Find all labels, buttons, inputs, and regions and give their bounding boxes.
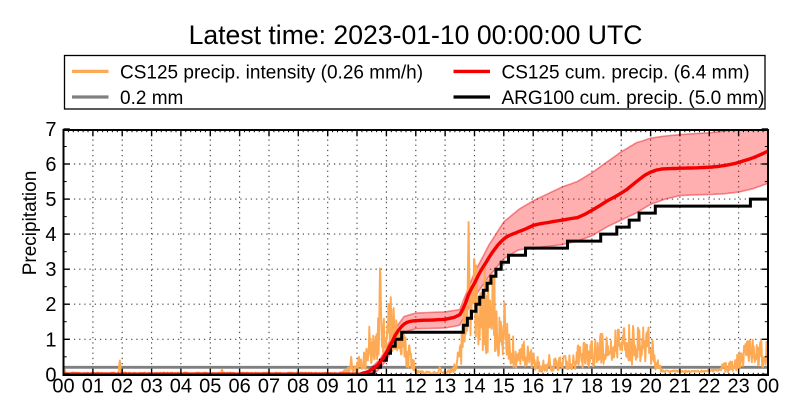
svg-text:2: 2 — [45, 294, 56, 316]
svg-text:17: 17 — [551, 376, 573, 398]
svg-text:23: 23 — [727, 376, 749, 398]
svg-text:09: 09 — [317, 376, 339, 398]
svg-text:12: 12 — [405, 376, 427, 398]
svg-text:18: 18 — [581, 376, 603, 398]
svg-text:6: 6 — [45, 154, 56, 176]
svg-text:1: 1 — [45, 329, 56, 351]
svg-text:00: 00 — [757, 376, 779, 398]
svg-text:15: 15 — [493, 376, 515, 398]
svg-text:13: 13 — [434, 376, 456, 398]
svg-text:11: 11 — [376, 376, 397, 398]
svg-text:00: 00 — [52, 376, 74, 398]
svg-text:4: 4 — [45, 224, 56, 246]
svg-text:04: 04 — [170, 376, 192, 398]
svg-text:16: 16 — [522, 376, 544, 398]
svg-text:07: 07 — [258, 376, 280, 398]
svg-text:02: 02 — [111, 376, 133, 398]
svg-text:10: 10 — [346, 376, 368, 398]
svg-text:Precipitation: Precipitation — [20, 171, 41, 276]
svg-text:ARG100 cum. precip. (5.0 mm): ARG100 cum. precip. (5.0 mm) — [502, 88, 765, 109]
svg-text:21: 21 — [669, 376, 691, 398]
svg-text:03: 03 — [140, 376, 162, 398]
svg-text:CS125 cum. precip. (6.4 mm): CS125 cum. precip. (6.4 mm) — [502, 62, 750, 83]
svg-text:7: 7 — [45, 119, 56, 141]
svg-text:01: 01 — [82, 376, 104, 398]
svg-text:Latest time: 2023-01-10 00:00:: Latest time: 2023-01-10 00:00:00 UTC — [189, 20, 643, 50]
svg-text:CS125 precip. intensity (0.26: CS125 precip. intensity (0.26 mm/h) — [120, 62, 423, 83]
svg-text:0.2 mm: 0.2 mm — [120, 88, 183, 109]
svg-text:14: 14 — [463, 376, 485, 398]
svg-text:20: 20 — [639, 376, 661, 398]
svg-text:22: 22 — [698, 376, 720, 398]
svg-text:5: 5 — [45, 189, 56, 211]
svg-text:19: 19 — [610, 376, 632, 398]
svg-text:05: 05 — [199, 376, 221, 398]
svg-text:0: 0 — [45, 364, 56, 386]
svg-text:08: 08 — [287, 376, 309, 398]
svg-text:3: 3 — [45, 259, 56, 281]
svg-text:06: 06 — [228, 376, 250, 398]
